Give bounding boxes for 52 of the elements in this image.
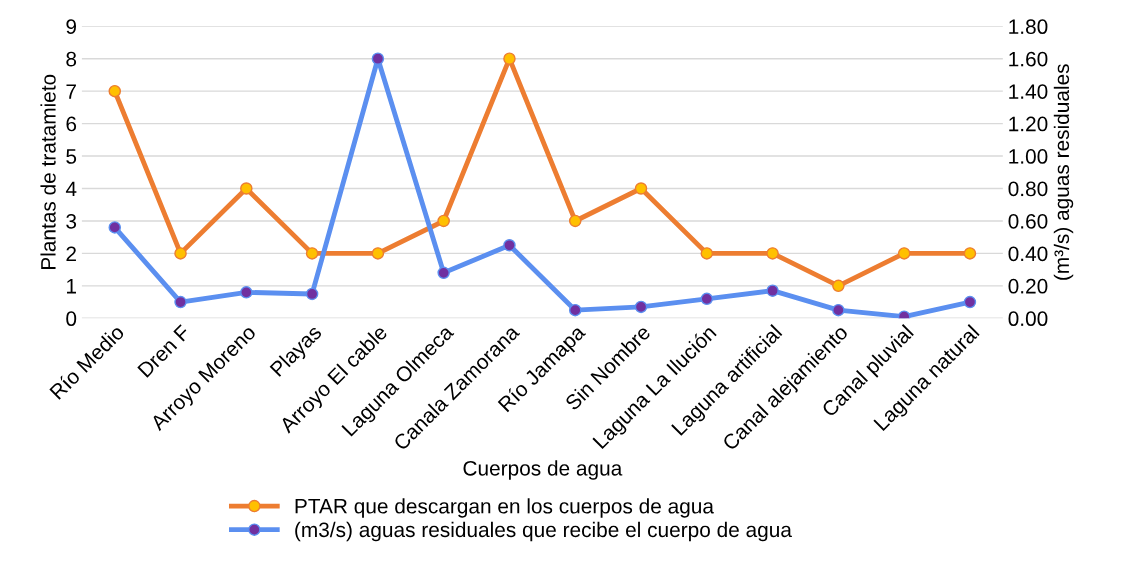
y2-tick-label: 0.00 [1008, 311, 1048, 327]
point [503, 52, 516, 65]
point [108, 84, 122, 98]
y-tick-label: 6 [66, 116, 77, 132]
point [108, 221, 122, 234]
y-tick-label: 4 [65, 181, 77, 197]
point [568, 303, 582, 317]
point [832, 279, 845, 293]
y2-tick-label: 0.20 [1008, 278, 1048, 294]
point [437, 266, 450, 280]
point [766, 284, 779, 297]
y-tick-label: 8 [66, 51, 77, 67]
point [700, 247, 714, 260]
point [832, 303, 845, 317]
y2-tick-label: 1.00 [1009, 149, 1048, 164]
point [371, 52, 385, 65]
point [897, 247, 911, 260]
y2-tick-label: 1.20 [1009, 116, 1048, 132]
y-tick-label: 7 [66, 84, 76, 99]
y-axis-title: Plantas de tratamieto [40, 74, 56, 269]
legend-label: (m3/s) aguas residuales que recibe el cuerpo de agua [295, 521, 792, 542]
point [766, 247, 779, 260]
point [240, 286, 253, 299]
y-tick-label: 5 [66, 149, 77, 164]
y2-tick-label: 0.40 [1008, 246, 1048, 262]
point [305, 247, 319, 260]
y-tick-label: 1 [67, 279, 76, 294]
point [568, 214, 582, 228]
y2-axis-title: (m³/s) aguas residuales [1053, 64, 1074, 280]
point [240, 182, 253, 195]
legend-label: PTAR que descargan en los cuerpos de agua [295, 498, 714, 518]
y2-tick-label: 1.60 [1009, 51, 1048, 67]
y2-tick-label: 0.60 [1008, 213, 1048, 229]
point [634, 300, 648, 314]
point [174, 295, 187, 309]
point [634, 182, 648, 195]
y-tick-label: 2 [66, 246, 76, 261]
point [174, 247, 187, 260]
y2-tick-label: 1.40 [1009, 84, 1048, 99]
x-axis-title: Cuerpos de agua [463, 460, 623, 480]
point [437, 214, 450, 228]
point [503, 239, 516, 252]
point [963, 295, 977, 309]
point [700, 292, 714, 306]
point [963, 247, 977, 260]
point [371, 247, 385, 260]
y2-tick-label: 1.80 [1009, 19, 1048, 35]
y-tick-label: 3 [66, 213, 77, 229]
y2-tick-label: 0.80 [1008, 181, 1048, 197]
point [305, 287, 319, 301]
y-tick-label: 0 [66, 311, 77, 327]
y-tick-label: 9 [66, 19, 77, 35]
